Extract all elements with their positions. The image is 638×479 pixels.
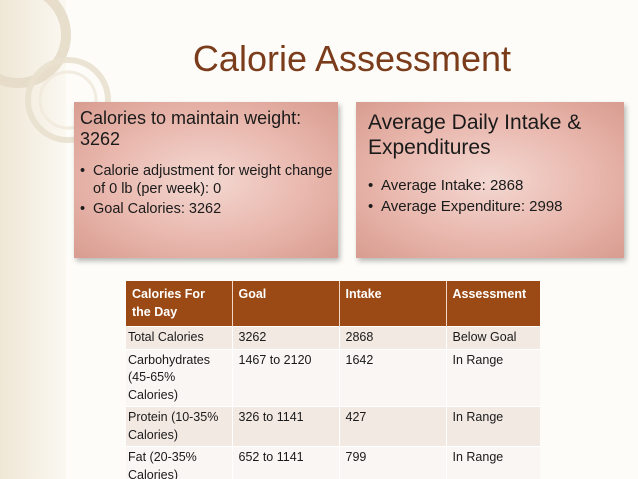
- table-row: Fat (20-35% Calories) 652 to 1141 799 In…: [126, 446, 540, 479]
- table-cell: 2868: [339, 326, 447, 349]
- table-cell: In Range: [446, 446, 540, 479]
- table-cell: 652 to 1141: [232, 446, 340, 479]
- bullet-goal-calories: Goal Calories: 3262: [80, 200, 335, 218]
- header-intake: Intake: [339, 281, 447, 327]
- maintain-weight-heading: Calories to maintain weight: 3262: [80, 108, 302, 150]
- bullet-calorie-adjustment: Calorie adjustment for weight change of …: [80, 162, 335, 198]
- daily-intake-panel: Average Daily Intake & Expenditures Aver…: [356, 102, 624, 258]
- table-cell: Carbohydrates (45-65% Calories): [126, 348, 233, 407]
- table-cell: 1467 to 2120: [232, 348, 340, 407]
- table-cell: 1642: [339, 348, 447, 407]
- header-assessment: Assessment: [446, 281, 540, 327]
- table-cell: Protein (10-35% Calories): [126, 406, 233, 447]
- table-cell: 799: [339, 446, 447, 479]
- table-cell: Fat (20-35% Calories): [126, 446, 233, 479]
- table-row: Carbohydrates (45-65% Calories) 1467 to …: [126, 348, 540, 407]
- header-calories-for-day: Calories For the Day: [126, 281, 233, 327]
- table-cell: Total Calories: [126, 326, 233, 349]
- table-header-row: Calories For the Day Goal Intake Assessm…: [126, 281, 540, 327]
- table-cell: 326 to 1141: [232, 406, 340, 447]
- bullet-average-intake: Average Intake: 2868: [368, 177, 623, 196]
- table-cell: Below Goal: [446, 326, 540, 349]
- table-row: Protein (10-35% Calories) 326 to 1141 42…: [126, 406, 540, 447]
- maintain-weight-bullets: Calorie adjustment for weight change of …: [80, 162, 335, 220]
- table-row: Total Calories 3262 2868 Below Goal: [126, 326, 540, 349]
- bullet-average-expenditure: Average Expenditure: 2998: [368, 198, 623, 217]
- table-cell: 3262: [232, 326, 340, 349]
- table-cell: In Range: [446, 348, 540, 407]
- calorie-table: Calories For the Day Goal Intake Assessm…: [126, 281, 540, 479]
- slide-title: Calorie Assessment: [192, 38, 512, 79]
- header-goal: Goal: [232, 281, 340, 327]
- decorative-circles-icon: [0, 0, 111, 143]
- daily-intake-bullets: Average Intake: 2868 Average Expenditure…: [368, 177, 623, 219]
- maintain-weight-panel: Calories to maintain weight: 3262 Calori…: [74, 102, 338, 258]
- table-cell: In Range: [446, 406, 540, 447]
- daily-intake-heading: Average Daily Intake & Expenditures: [368, 111, 582, 159]
- table-cell: 427: [339, 406, 447, 447]
